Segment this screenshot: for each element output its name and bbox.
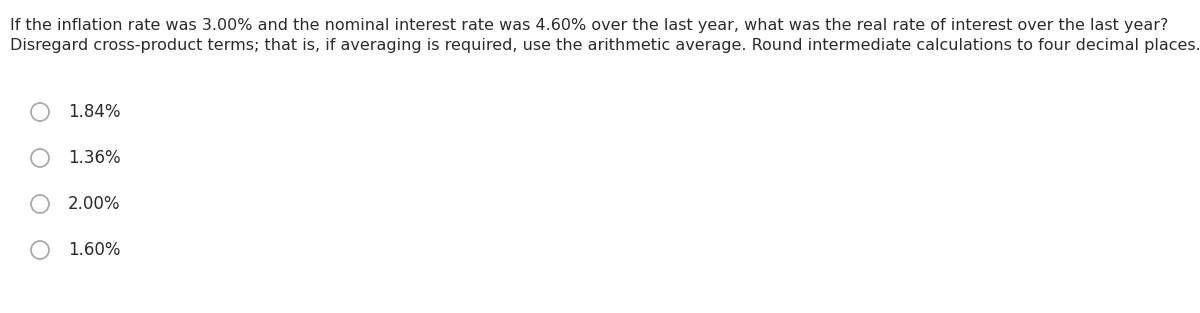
- Text: 1.36%: 1.36%: [68, 149, 121, 167]
- Text: If the inflation rate was 3.00% and the nominal interest rate was 4.60% over the: If the inflation rate was 3.00% and the …: [10, 18, 1169, 33]
- Text: 1.84%: 1.84%: [68, 103, 120, 121]
- Text: 1.60%: 1.60%: [68, 241, 120, 259]
- Text: 2.00%: 2.00%: [68, 195, 120, 213]
- Text: Disregard cross-product terms; that is, if averaging is required, use the arithm: Disregard cross-product terms; that is, …: [10, 38, 1200, 53]
